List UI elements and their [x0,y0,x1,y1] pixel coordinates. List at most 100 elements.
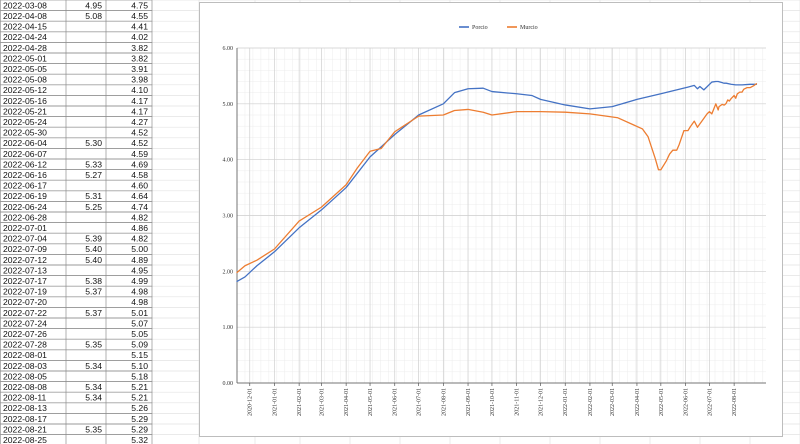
murcio-cell[interactable]: 5.10 [131,361,148,371]
murcio-cell[interactable]: 4.02 [131,32,148,42]
murcio-cell[interactable]: 4.98 [131,297,148,307]
date-cell[interactable]: 2022-07-17 [3,276,47,286]
date-cell[interactable]: 2022-06-24 [3,202,47,212]
date-cell[interactable]: 2022-05-24 [3,117,47,127]
date-cell[interactable]: 2022-05-01 [3,53,47,63]
porcio-cell[interactable]: 5.31 [85,191,102,201]
table-row[interactable] [0,434,153,444]
porcio-cell[interactable]: 5.37 [85,308,102,318]
date-cell[interactable]: 2022-06-04 [3,138,47,148]
date-cell[interactable]: 2022-06-16 [3,170,47,180]
date-cell[interactable]: 2022-04-15 [3,22,47,32]
data-table[interactable]: 2022-03-08 4.95 4.75 2022-04-08 5.08 4.55 2022… [0,0,153,444]
murcio-cell[interactable]: 4.17 [131,106,148,116]
porcio-cell[interactable]: 5.30 [85,138,102,148]
murcio-cell[interactable]: 5.29 [131,424,148,434]
date-cell[interactable]: 2022-07-19 [3,287,47,297]
murcio-cell[interactable]: 4.58 [131,170,148,180]
date-cell[interactable]: 2022-06-17 [3,181,47,191]
murcio-cell[interactable]: 5.18 [131,371,148,381]
date-cell[interactable]: 2022-04-08 [3,11,47,21]
murcio-cell[interactable]: 4.99 [131,276,148,286]
murcio-cell[interactable]: 5.29 [131,414,148,424]
date-cell[interactable]: 2022-06-28 [3,212,47,222]
date-cell[interactable]: 2022-07-01 [3,223,47,233]
date-cell[interactable]: 2022-07-26 [3,329,47,339]
murcio-cell[interactable]: 4.95 [131,265,148,275]
date-cell[interactable]: 2022-05-12 [3,85,47,95]
date-cell[interactable]: 2022-08-25 [3,435,47,444]
date-cell[interactable]: 2022-08-03 [3,361,47,371]
murcio-cell[interactable]: 5.09 [131,340,148,350]
murcio-cell[interactable]: 4.60 [131,181,148,191]
porcio-cell[interactable]: 5.39 [85,234,102,244]
date-cell[interactable]: 2022-08-01 [3,350,47,360]
chart-object[interactable]: 0.001.002.003.004.005.006.00 2020-12-01 2… [199,2,783,437]
porcio-cell[interactable]: 5.08 [85,11,102,21]
murcio-cell[interactable]: 4.74 [131,202,148,212]
murcio-cell[interactable]: 5.05 [131,329,148,339]
murcio-cell[interactable]: 5.15 [131,350,148,360]
date-cell[interactable]: 2022-08-17 [3,414,47,424]
date-cell[interactable]: 2022-05-08 [3,75,47,85]
murcio-cell[interactable]: 4.69 [131,159,148,169]
murcio-cell[interactable]: 4.10 [131,85,148,95]
murcio-cell[interactable]: 4.17 [131,96,148,106]
murcio-cell[interactable]: 3.98 [131,75,148,85]
porcio-cell[interactable]: 5.40 [85,255,102,265]
porcio-cell[interactable]: 5.35 [85,424,102,434]
date-cell[interactable]: 2022-05-05 [3,64,47,74]
date-cell[interactable]: 2022-08-21 [3,424,47,434]
porcio-cell[interactable]: 5.34 [85,382,102,392]
porcio-cell[interactable]: 5.40 [85,244,102,254]
date-cell[interactable]: 2022-07-12 [3,255,47,265]
murcio-cell[interactable]: 4.52 [131,128,148,138]
chart-frame[interactable] [199,2,783,437]
porcio-cell[interactable]: 5.33 [85,159,102,169]
date-cell[interactable]: 2022-03-08 [3,0,47,10]
date-cell[interactable]: 2022-07-13 [3,265,47,275]
date-cell[interactable]: 2022-04-28 [3,43,47,53]
murcio-cell[interactable]: 5.07 [131,318,148,328]
porcio-cell[interactable]: 5.27 [85,170,102,180]
murcio-cell[interactable]: 4.55 [131,11,148,21]
murcio-cell[interactable]: 4.59 [131,149,148,159]
murcio-cell[interactable]: 5.01 [131,308,148,318]
murcio-cell[interactable]: 3.91 [131,64,148,74]
date-cell[interactable]: 2022-05-30 [3,128,47,138]
murcio-cell[interactable]: 5.21 [131,393,148,403]
date-cell[interactable]: 2022-07-28 [3,340,47,350]
date-cell[interactable]: 2022-07-24 [3,318,47,328]
murcio-cell[interactable]: 5.32 [131,435,148,444]
murcio-cell[interactable]: 5.26 [131,403,148,413]
date-cell[interactable]: 2022-07-22 [3,308,47,318]
date-cell[interactable]: 2022-07-04 [3,234,47,244]
date-cell[interactable]: 2022-06-07 [3,149,47,159]
porcio-cell[interactable]: 5.35 [85,340,102,350]
date-cell[interactable]: 2022-06-12 [3,159,47,169]
date-cell[interactable]: 2022-06-19 [3,191,47,201]
porcio-cell[interactable]: 5.34 [85,393,102,403]
date-cell[interactable]: 2022-08-13 [3,403,47,413]
porcio-cell[interactable]: 5.34 [85,361,102,371]
murcio-cell[interactable]: 3.82 [131,53,148,63]
murcio-cell[interactable]: 4.89 [131,255,148,265]
porcio-cell[interactable]: 5.25 [85,202,102,212]
date-cell[interactable]: 2022-08-11 [3,393,47,403]
date-cell[interactable]: 2022-08-05 [3,371,47,381]
murcio-cell[interactable]: 5.00 [131,244,148,254]
date-cell[interactable]: 2022-07-09 [3,244,47,254]
porcio-cell[interactable]: 4.95 [85,0,102,10]
porcio-cell[interactable]: 5.38 [85,276,102,286]
murcio-cell[interactable]: 4.75 [131,0,148,10]
murcio-cell[interactable]: 4.52 [131,138,148,148]
date-cell[interactable]: 2022-07-20 [3,297,47,307]
murcio-cell[interactable]: 4.64 [131,191,148,201]
murcio-cell[interactable]: 4.41 [131,22,148,32]
date-cell[interactable]: 2022-05-16 [3,96,47,106]
murcio-cell[interactable]: 5.21 [131,382,148,392]
porcio-cell[interactable]: 5.37 [85,287,102,297]
murcio-cell[interactable]: 4.98 [131,287,148,297]
date-cell[interactable]: 2022-04-24 [3,32,47,42]
murcio-cell[interactable]: 4.86 [131,223,148,233]
